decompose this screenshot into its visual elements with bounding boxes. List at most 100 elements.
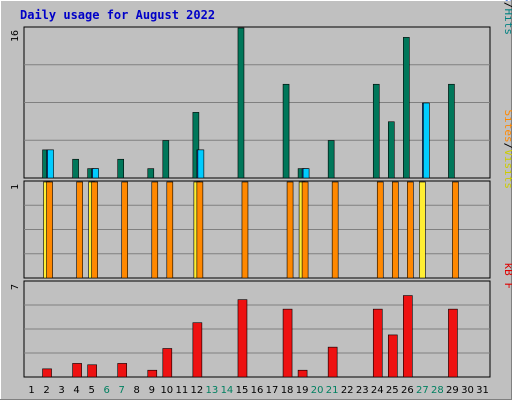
legend-entry: Hits [502, 9, 512, 36]
x-tick-label: 5 [88, 385, 94, 396]
y-max-label: 16 [10, 30, 21, 42]
legend-entry: Sites [502, 110, 512, 143]
bar-kb-f [237, 299, 248, 378]
bar-sites [376, 181, 384, 279]
x-tick-label: 15 [236, 385, 249, 396]
x-tick-label: 14 [221, 385, 234, 396]
x-tick-label: 28 [431, 385, 444, 396]
bar-sites [196, 181, 204, 279]
bar-sites [452, 181, 459, 279]
panel-middle-bars [43, 181, 459, 279]
x-tick-label: 10 [160, 385, 173, 396]
bar-pages [47, 149, 54, 179]
x-tick-label: 3 [58, 385, 64, 396]
bar-kb-f [42, 368, 52, 378]
bar-sites [151, 181, 159, 279]
bar-kb-f [372, 308, 383, 378]
panel-middle: 1 Sites/Visits [10, 110, 512, 279]
panel-middle-legend: Sites/Visits [502, 110, 512, 190]
bar-hits [147, 168, 155, 179]
x-tick-label: 31 [476, 385, 489, 396]
x-tick-label: 26 [401, 385, 414, 396]
bar-kb-f [387, 334, 398, 378]
bar-hits [448, 83, 455, 179]
bar-sites [407, 181, 414, 279]
x-tick-label: 19 [296, 385, 309, 396]
x-axis-labels: 1 2 3 4 5 6 7 8 9 10 11 12 13 14 15 16 17 18 19 20 21 22 23 24 2… [28, 385, 489, 396]
x-tick-label: 20 [311, 385, 324, 396]
x-tick-label: 29 [446, 385, 459, 396]
x-tick-label: 9 [149, 385, 155, 396]
panel-top: 16 Pages/Files/Hits [10, 0, 512, 179]
bar-sites [91, 181, 98, 279]
bar-hits [237, 27, 245, 179]
chart-title: Daily usage for August 2022 [20, 8, 215, 22]
panel-bottom: 7 kB F [10, 263, 512, 378]
bar-hits [162, 140, 170, 179]
bar-sites [331, 181, 339, 279]
x-tick-label: 21 [326, 385, 339, 396]
bar-hits [192, 112, 200, 179]
bar-kb-f [147, 369, 158, 378]
x-tick-label: 4 [73, 385, 79, 396]
bar-sites [166, 181, 174, 279]
bar-sites [46, 181, 53, 279]
legend-entry: / [502, 2, 512, 9]
x-tick-label: 11 [175, 385, 188, 396]
bar-sites [241, 181, 249, 279]
x-tick-label: 27 [416, 385, 429, 396]
bar-hits [327, 140, 335, 179]
bar-kb-f [72, 363, 82, 378]
bar-pages [302, 168, 310, 179]
x-tick-label: 7 [119, 385, 125, 396]
x-tick-label: 6 [103, 385, 109, 396]
x-tick-label: 23 [356, 385, 369, 396]
bar-kb-f [282, 308, 293, 378]
bar-kb-f [162, 348, 173, 378]
panel-bottom-bars [42, 295, 458, 378]
bar-kb-f [87, 364, 97, 378]
legend-entry: kB F [502, 263, 512, 290]
bar-kb-f [448, 308, 458, 378]
panel-top-bars [42, 27, 455, 179]
x-tick-label: 22 [341, 385, 354, 396]
bar-hits [72, 158, 79, 179]
bar-hits [117, 158, 125, 179]
bar-hits [387, 121, 395, 179]
bar-pages [92, 168, 99, 179]
x-tick-label: 24 [371, 385, 384, 396]
bar-visits [419, 181, 426, 279]
legend-entry: Visits [502, 149, 512, 189]
x-tick-label: 25 [386, 385, 399, 396]
y-max-label: 7 [10, 284, 21, 290]
bar-kb-f [117, 363, 128, 378]
legend-entry: Files [502, 0, 512, 2]
x-tick-label: 8 [134, 385, 140, 396]
bar-sites [391, 181, 399, 279]
panel-bottom-legend: kB F [502, 263, 512, 290]
bar-kb-f [297, 369, 308, 378]
bar-kb-f [327, 346, 338, 378]
bar-sites [76, 181, 83, 279]
bar-pages [423, 102, 430, 179]
x-tick-label: 18 [281, 385, 294, 396]
x-tick-label: 16 [251, 385, 264, 396]
bar-hits [282, 83, 290, 179]
y-max-label: 1 [10, 184, 21, 190]
bar-hits [403, 37, 410, 179]
bar-kb-f [403, 295, 413, 378]
x-tick-label: 12 [191, 385, 204, 396]
bar-hits [372, 83, 380, 179]
bar-pages [197, 149, 205, 179]
x-tick-label: 17 [266, 385, 279, 396]
x-tick-label: 30 [461, 385, 474, 396]
legend-entry: / [502, 143, 512, 150]
bar-kb-f [192, 322, 203, 378]
bar-sites [286, 181, 294, 279]
bar-sites [121, 181, 129, 279]
panel-top-legend: Pages/Files/Hits [502, 0, 512, 35]
x-tick-label: 2 [43, 385, 49, 396]
x-tick-label: 13 [206, 385, 219, 396]
